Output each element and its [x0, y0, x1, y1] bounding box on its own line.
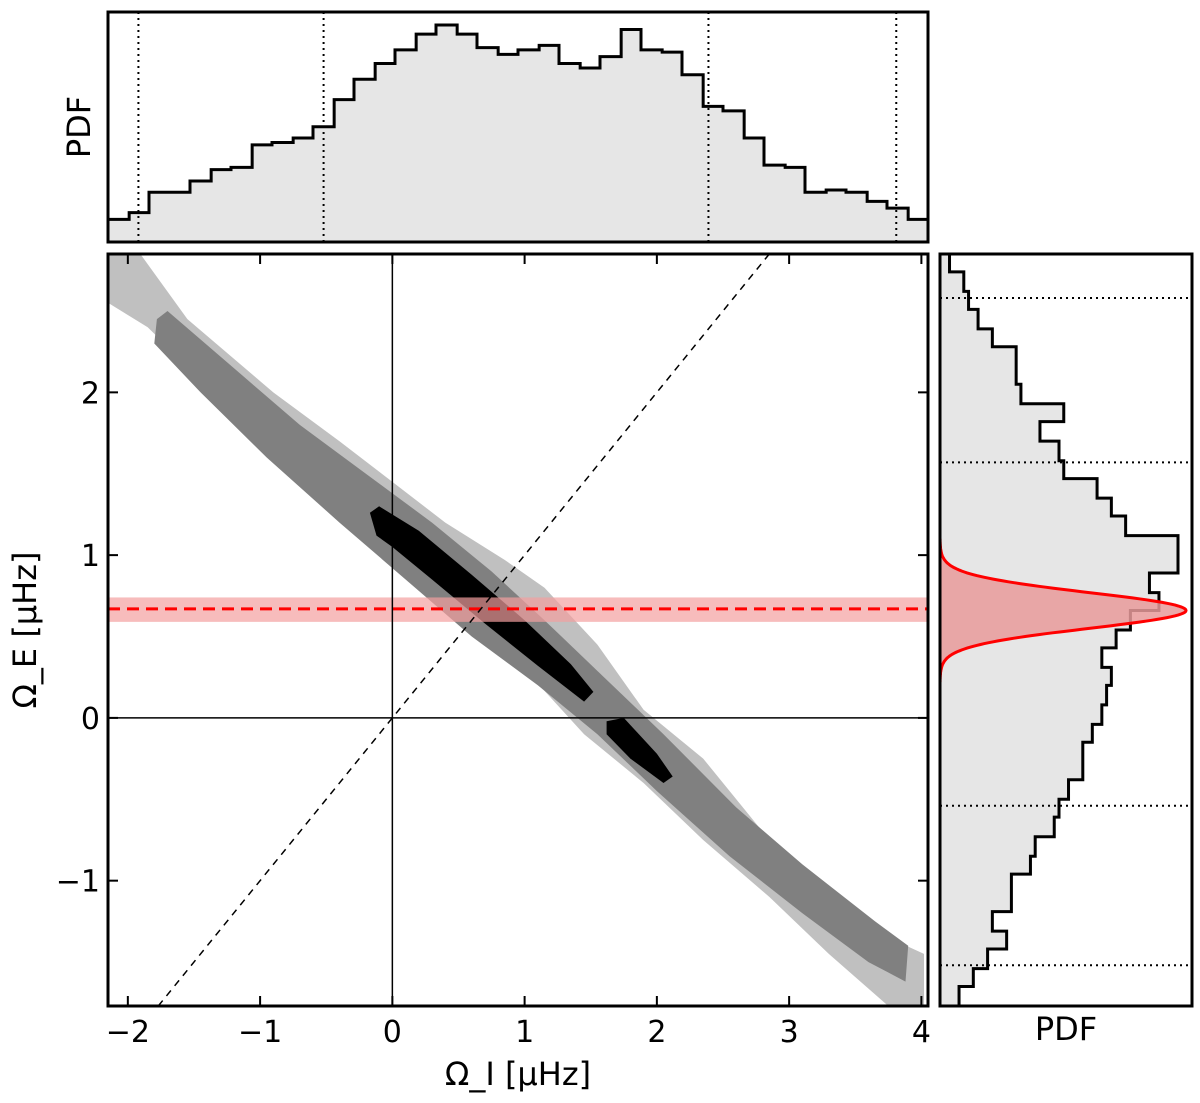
right-histogram-marks	[940, 254, 1192, 1006]
main-ylabel: Ω_E [μHz]	[6, 551, 44, 708]
main-contour-frame	[106, 252, 930, 1008]
contour-inner-tail	[606, 717, 673, 783]
xtick-label-4: 2	[647, 1015, 666, 1050]
top-histogram-fill	[108, 25, 928, 242]
xtick-label-3: 1	[515, 1015, 534, 1050]
main-contour-panel: −2 −1 0 1 2 3 4 −1 0 1 2 Ω_I [μHz] Ω_E [μHz]	[6, 252, 931, 1093]
xtick-label-2: 0	[383, 1015, 402, 1050]
diagonal-reference-line	[157, 254, 770, 1006]
xtick-label-5: 3	[780, 1015, 799, 1050]
right-histogram-outline	[948, 254, 1180, 1006]
gaussian-fill	[940, 538, 1186, 683]
ytick-label-2: 1	[81, 539, 100, 574]
xtick-label-1: −1	[238, 1015, 282, 1050]
top-histogram-marks	[108, 12, 928, 242]
top-histogram-panel: PDF	[60, 10, 930, 244]
main-axis-ticks: −2 −1 0 1 2 3 4 −1 0 1 2	[56, 254, 931, 1050]
xtick-label-6: 4	[912, 1015, 931, 1050]
right-histogram-panel: PDF	[938, 252, 1194, 1048]
top-histogram-ylabel: PDF	[60, 96, 98, 158]
ytick-label-1: 0	[81, 702, 100, 737]
xtick-label-0: −2	[106, 1015, 150, 1050]
main-xlabel: Ω_I [μHz]	[445, 1055, 591, 1093]
top-histogram-outline	[108, 23, 928, 221]
gaussian-outline	[940, 538, 1188, 683]
main-contour-marks	[108, 254, 928, 1006]
ytick-label-0: −1	[56, 865, 100, 900]
right-histogram-frame	[938, 252, 1194, 1008]
top-histogram-frame	[106, 10, 930, 244]
ytick-label-3: 2	[81, 376, 100, 411]
right-histogram-xlabel: PDF	[1035, 1010, 1097, 1048]
